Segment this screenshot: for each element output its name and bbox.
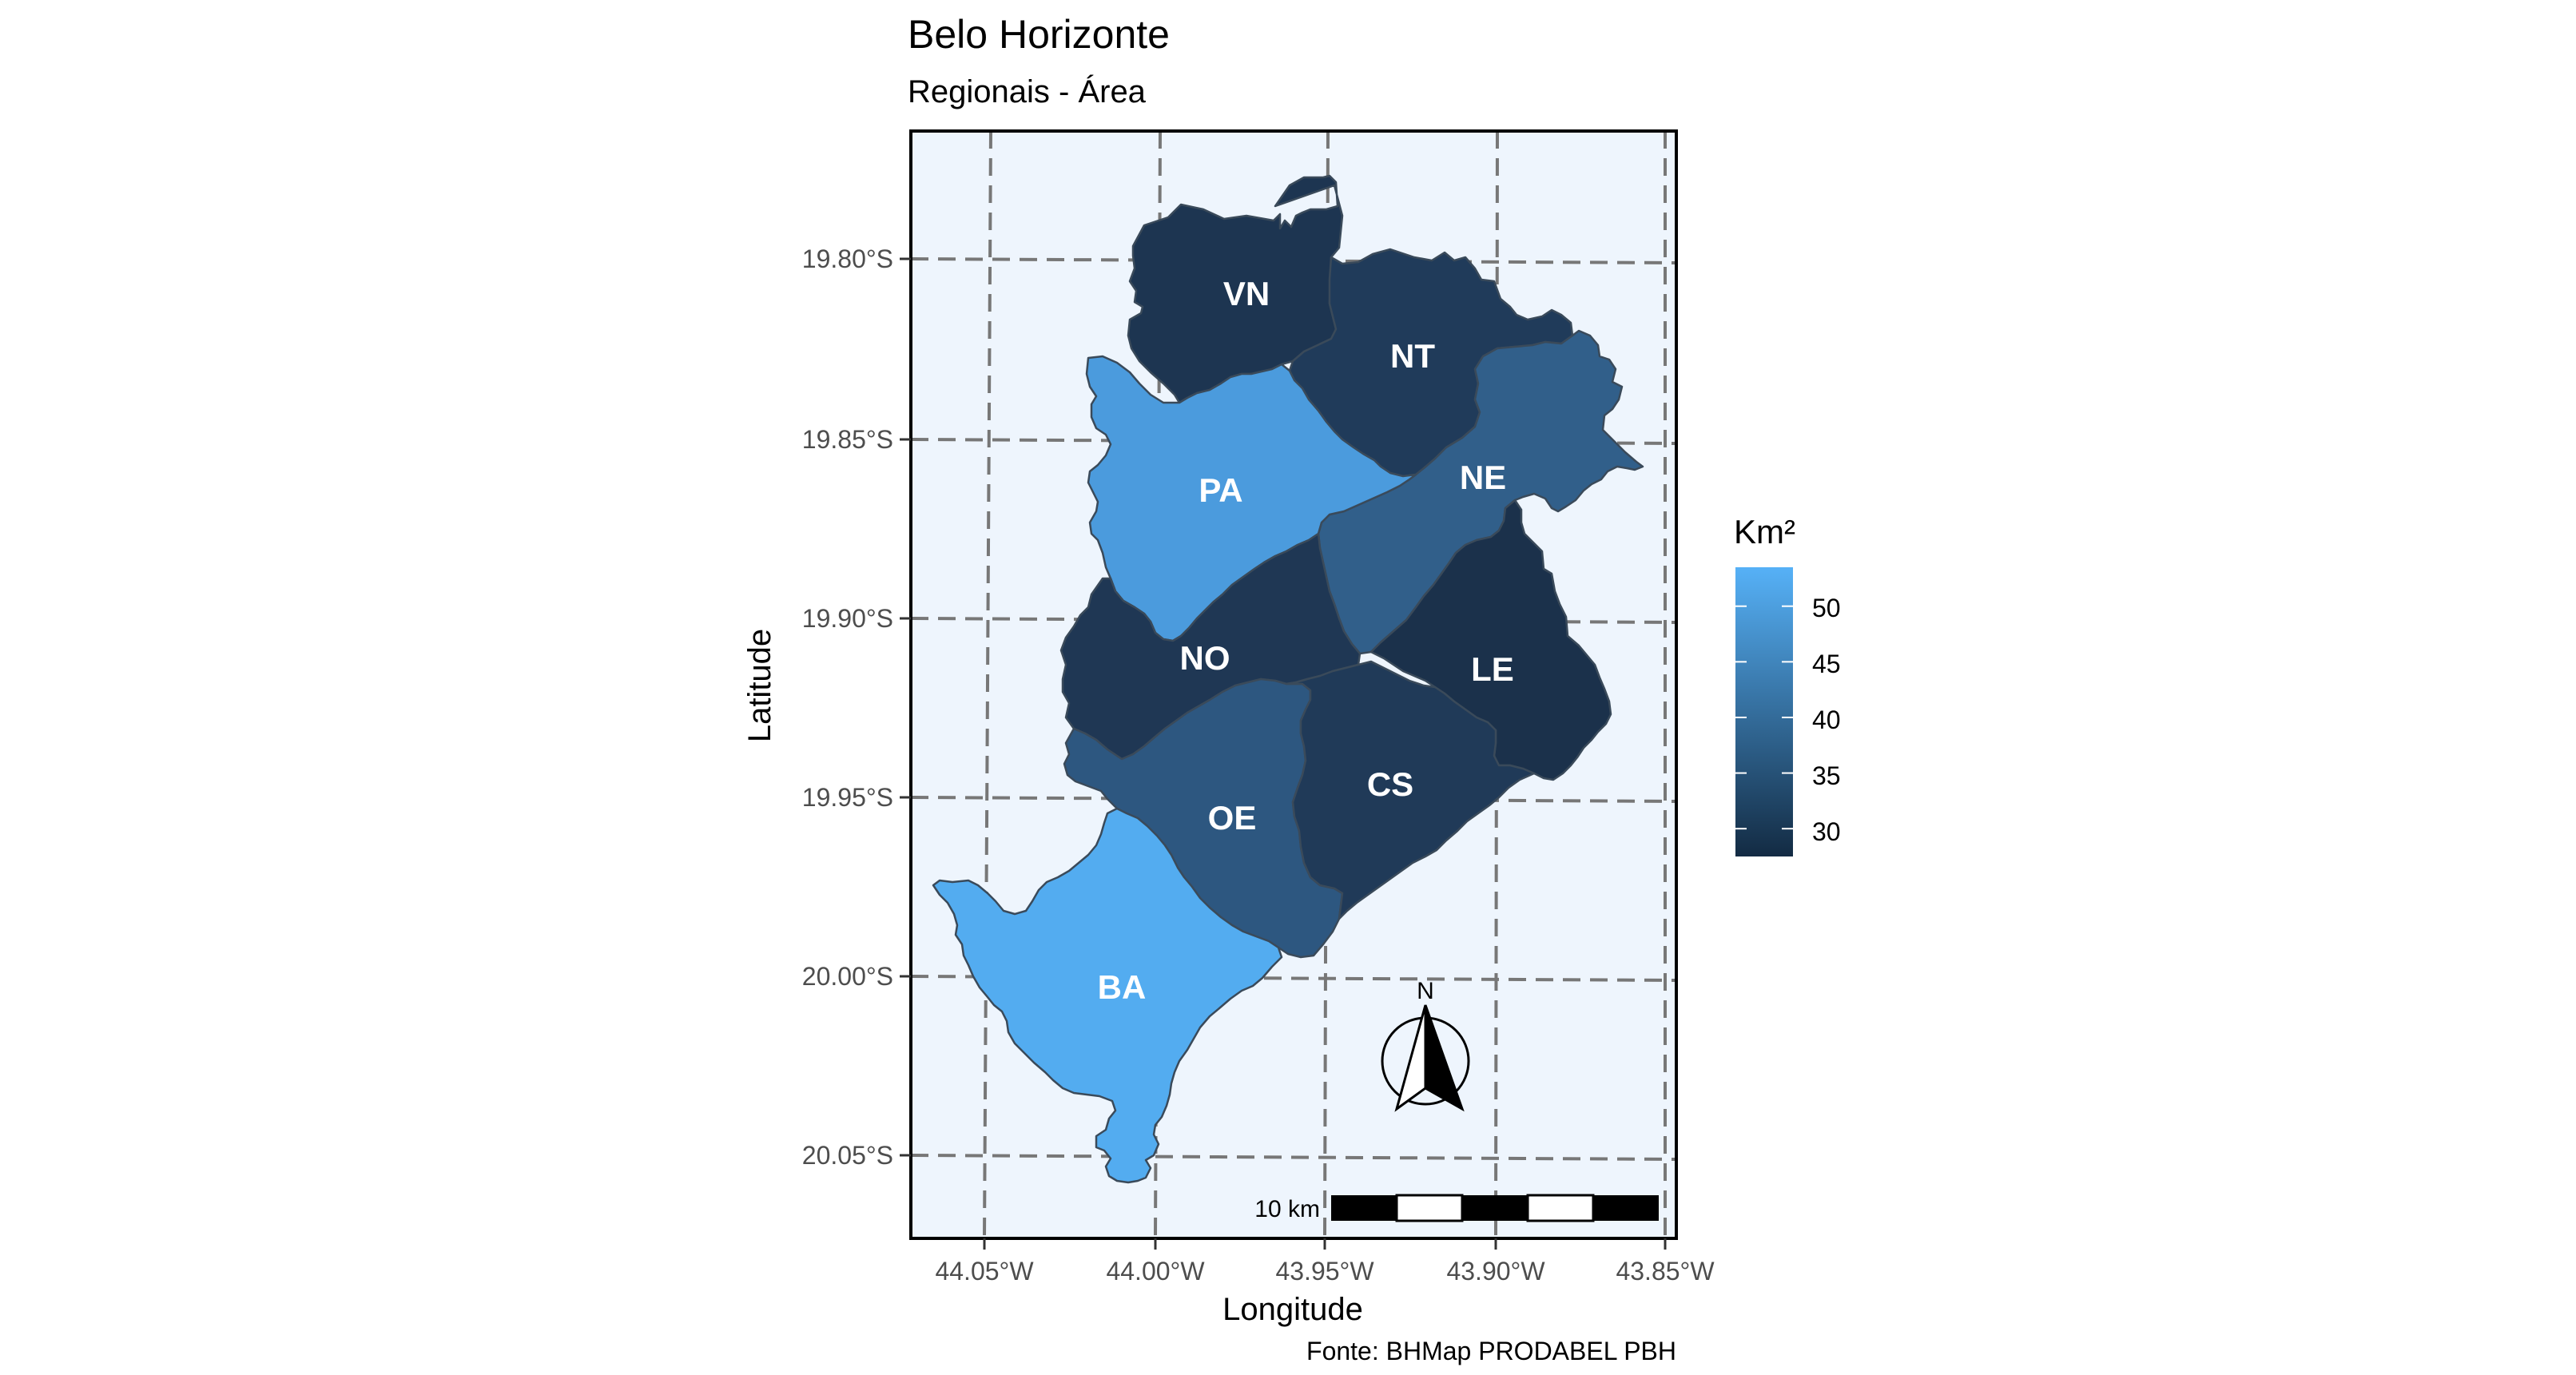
x-tick-label: 44.05°W [935, 1257, 1034, 1286]
map-subtitle: Regionais - Área [908, 74, 1147, 109]
y-tick-label: 19.80°S [802, 244, 893, 273]
map-caption: Fonte: BHMap PRODABEL PBH [1306, 1337, 1676, 1365]
y-tick-label: 19.90°S [802, 604, 893, 633]
y-tick-label: 20.00°S [802, 962, 893, 991]
scale-bar-label: 10 km [1254, 1196, 1320, 1222]
region-label-no: NO [1180, 639, 1230, 677]
x-axis-title: Longitude [1222, 1292, 1363, 1327]
y-axis-title: Latitude [742, 629, 777, 742]
region-ba[interactable] [932, 807, 1283, 1184]
x-tick-label: 43.90°W [1446, 1257, 1545, 1286]
region-label-vn: VN [1223, 275, 1270, 312]
region-label-nt: NT [1390, 337, 1435, 375]
legend-title: Km² [1734, 513, 1795, 550]
region-label-pa: PA [1199, 471, 1242, 509]
region-label-cs: CS [1367, 765, 1413, 803]
region-label-ne: NE [1460, 459, 1506, 496]
scale-bar-segment [1395, 1194, 1464, 1222]
y-axis: 19.80°S 19.85°S 19.90°S 19.95°S 20.00°S … [742, 244, 911, 1170]
y-tick-label: 19.95°S [802, 783, 893, 812]
legend-tick-label: 35 [1812, 761, 1841, 790]
legend: Km² 50 45 40 35 30 [1734, 513, 1841, 856]
regions-layer [932, 174, 1644, 1184]
map-title: Belo Horizonte [908, 12, 1170, 57]
region-label-ba: BA [1098, 968, 1147, 1006]
parallel-line [910, 1154, 1677, 1161]
scale-bar-segment [1331, 1195, 1397, 1221]
region-label-le: LE [1471, 650, 1514, 688]
legend-tick-label: 30 [1812, 817, 1841, 846]
scale-bar-segment [1593, 1195, 1659, 1221]
y-tick-label: 20.05°S [802, 1141, 893, 1170]
legend-tick-label: 50 [1812, 594, 1841, 622]
legend-colorbar [1735, 567, 1793, 856]
north-arrow: N [1381, 978, 1470, 1112]
x-tick-label: 43.95°W [1275, 1257, 1374, 1286]
parallel-line [910, 975, 1677, 982]
scale-bar-segment [1526, 1194, 1595, 1222]
legend-tick-label: 40 [1812, 705, 1841, 734]
north-arrow-right-half [1424, 1004, 1465, 1112]
region-label-oe: OE [1208, 799, 1257, 837]
north-arrow-label: N [1417, 978, 1434, 1004]
region-le[interactable] [1369, 499, 1612, 781]
meridian-line [983, 130, 992, 1239]
scale-bar-segment [1462, 1195, 1528, 1221]
region-labels: VN NT NE PA NO LE OE CS BA [1098, 275, 1514, 1006]
x-axis: 44.05°W 44.00°W 43.95°W 43.90°W 43.85°W … [935, 1238, 1715, 1327]
map-panel-border [909, 129, 1678, 1240]
scale-bar: 10 km [1254, 1194, 1659, 1222]
x-tick-label: 44.00°W [1106, 1257, 1205, 1286]
region-cs[interactable] [1285, 660, 1536, 920]
y-tick-label: 19.85°S [802, 425, 893, 454]
x-tick-label: 43.85°W [1616, 1257, 1715, 1286]
legend-tick-label: 45 [1812, 650, 1841, 678]
